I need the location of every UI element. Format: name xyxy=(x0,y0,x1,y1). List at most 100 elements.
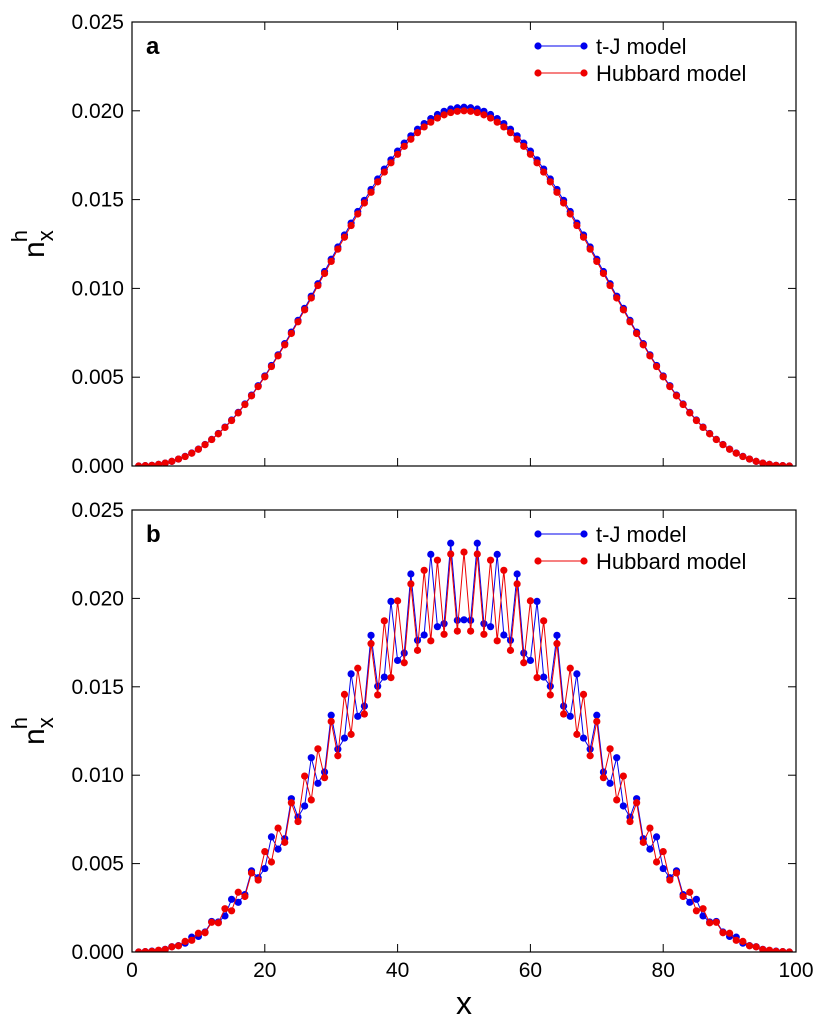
data-point xyxy=(646,845,654,853)
legend-marker xyxy=(534,69,542,77)
data-point xyxy=(347,730,355,738)
data-point xyxy=(619,306,627,314)
data-point xyxy=(354,664,362,672)
data-point xyxy=(420,566,428,574)
x-tick-label: 60 xyxy=(519,959,542,982)
data-point xyxy=(613,796,621,804)
x-tick-label: 0 xyxy=(126,959,138,982)
data-point xyxy=(261,373,269,381)
data-point xyxy=(613,294,621,302)
legend-label: Hubbard model xyxy=(596,61,746,86)
legend-marker xyxy=(534,557,542,565)
data-point xyxy=(420,631,428,639)
data-point xyxy=(327,711,335,719)
data-point xyxy=(320,774,329,782)
data-point xyxy=(320,269,329,278)
legend-marker xyxy=(534,530,542,538)
data-point xyxy=(752,943,760,951)
data-point xyxy=(453,627,461,635)
data-point xyxy=(726,445,734,453)
data-point xyxy=(500,566,508,574)
data-point xyxy=(540,617,548,625)
data-point xyxy=(340,233,349,241)
data-point xyxy=(181,452,189,461)
data-point xyxy=(301,802,309,810)
data-point xyxy=(234,888,242,896)
data-point xyxy=(692,907,701,915)
data-point xyxy=(679,892,687,901)
data-point xyxy=(473,550,481,558)
data-point xyxy=(500,123,508,131)
data-point xyxy=(267,362,276,371)
data-point xyxy=(188,936,196,944)
data-point xyxy=(460,548,468,556)
data-point xyxy=(261,864,269,873)
data-point xyxy=(560,710,568,718)
data-point xyxy=(274,845,282,853)
data-point xyxy=(659,864,667,873)
data-point xyxy=(447,539,455,547)
data-point xyxy=(148,461,156,466)
data-point xyxy=(387,674,395,682)
data-point xyxy=(732,449,740,457)
data-point xyxy=(652,833,661,841)
data-point xyxy=(347,221,355,230)
data-point xyxy=(360,702,368,710)
data-point xyxy=(440,111,448,119)
data-point xyxy=(706,919,714,927)
legend-marker xyxy=(580,69,588,77)
data-point xyxy=(619,772,627,780)
data-point xyxy=(294,318,302,326)
data-point xyxy=(566,664,574,672)
data-point xyxy=(593,257,601,266)
data-point xyxy=(181,937,189,945)
data-point xyxy=(380,617,388,625)
data-point xyxy=(154,946,163,952)
data-point xyxy=(573,670,581,678)
data-point xyxy=(533,674,541,682)
data-point xyxy=(560,702,568,710)
data-point xyxy=(234,409,242,417)
data-point xyxy=(148,947,156,952)
data-point xyxy=(486,623,495,631)
axes-frame xyxy=(131,21,797,467)
data-point xyxy=(194,929,202,937)
data-point xyxy=(506,646,515,654)
data-point xyxy=(546,691,554,699)
data-point xyxy=(460,107,468,115)
data-point xyxy=(785,462,793,466)
data-point xyxy=(168,943,176,951)
data-point xyxy=(354,712,362,720)
data-point xyxy=(327,717,335,726)
data-point xyxy=(247,392,256,400)
data-point xyxy=(506,636,515,644)
data-point xyxy=(460,616,468,624)
y-tick-label: 0.020 xyxy=(71,100,124,123)
data-point xyxy=(214,919,222,927)
data-point xyxy=(699,912,707,920)
data-point xyxy=(447,550,455,558)
data-point xyxy=(161,459,169,466)
data-point xyxy=(566,210,574,218)
data-point xyxy=(374,691,382,699)
x-tick-label: 80 xyxy=(652,959,675,982)
data-point xyxy=(546,178,554,186)
data-point xyxy=(639,341,647,349)
data-point xyxy=(433,114,442,122)
y-label-sub: x xyxy=(33,717,58,728)
data-point xyxy=(360,199,368,207)
data-point xyxy=(254,383,262,391)
data-point xyxy=(712,918,720,926)
data-point xyxy=(540,168,548,176)
data-point xyxy=(493,637,501,645)
panel-label: a xyxy=(146,33,160,60)
data-point xyxy=(606,745,614,753)
data-point xyxy=(228,895,236,903)
data-point xyxy=(467,627,475,635)
data-point xyxy=(599,774,608,782)
data-point xyxy=(745,455,754,463)
data-point xyxy=(380,168,388,176)
data-point xyxy=(241,892,249,901)
data-point xyxy=(380,673,388,681)
data-point xyxy=(394,597,402,605)
